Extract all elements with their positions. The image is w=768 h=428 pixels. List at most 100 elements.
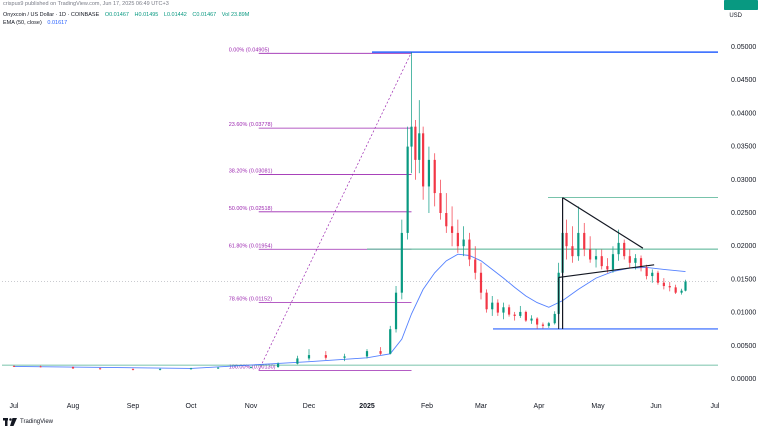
y-tick-label: 0.03000 <box>731 177 756 184</box>
y-tick-label: 0.00000 <box>731 376 756 383</box>
x-tick-label: Mar <box>475 403 488 410</box>
candle-body <box>296 358 299 364</box>
y-tick-label: 0.05000 <box>731 44 756 51</box>
candle-body <box>158 369 162 370</box>
candle-body <box>583 232 586 250</box>
candle-body <box>589 249 592 260</box>
x-tick-label: Jul <box>10 403 19 410</box>
x-tick-label: 2025 <box>359 403 375 410</box>
candle-body <box>276 363 280 368</box>
symbol-title[interactable]: Onyxcoin / US Dollar · 1D · COINBASE <box>3 12 100 18</box>
triangle-upper-line <box>562 197 644 249</box>
candle-body <box>519 311 522 316</box>
candle-body <box>414 126 417 160</box>
candle-body <box>406 146 409 233</box>
candle-body <box>634 258 637 263</box>
footer-brand-text: TradingView <box>20 419 54 425</box>
x-tick-label: Dec <box>303 403 316 410</box>
candle-body <box>662 282 665 287</box>
y-tick-label: 0.01000 <box>731 310 756 317</box>
y-tick-label: 0.01500 <box>731 276 756 283</box>
ema-label[interactable]: EMA (50, close) <box>3 20 42 26</box>
candle-body <box>307 355 311 359</box>
candle-body <box>600 256 603 267</box>
close-value: C0.01467 <box>192 12 217 18</box>
triangle-lower-line <box>558 264 655 279</box>
y-tick-label: 0.04500 <box>731 77 756 84</box>
fib-level-label: 23.60% (0.03778) <box>229 122 273 128</box>
candle-body <box>249 367 253 368</box>
x-tick-label: Sep <box>127 403 140 410</box>
currency-label[interactable]: USD <box>729 13 742 19</box>
high-value: H0.01495 <box>134 12 159 18</box>
y-tick-label: 0.03500 <box>731 144 756 151</box>
candle-body <box>577 232 580 257</box>
candle-body <box>565 232 568 247</box>
candle-body <box>71 367 75 369</box>
candle-body <box>400 232 403 293</box>
footer-brand[interactable]: TradingView <box>3 418 53 426</box>
candle-body <box>98 368 102 370</box>
candle-body <box>12 366 16 367</box>
candle-body <box>485 292 488 310</box>
low-value: L0.01442 <box>163 12 187 18</box>
candle-body <box>617 242 620 255</box>
candle-body <box>39 366 42 368</box>
candle-body <box>439 193 442 213</box>
candle-body <box>462 239 465 247</box>
candle-body <box>524 311 528 321</box>
candle-body <box>571 246 574 257</box>
candle-body <box>445 213 448 227</box>
candle-body <box>645 267 648 277</box>
open-value: O0.01467 <box>104 12 129 18</box>
candle-body <box>433 159 436 194</box>
candle-body <box>479 272 483 293</box>
x-tick-label: Aug <box>67 403 80 410</box>
candle-body <box>668 286 671 288</box>
price-label-text: 0.00209 <box>727 0 752 2</box>
candle-body <box>656 272 660 283</box>
candle-body <box>418 133 421 160</box>
candle-body <box>553 313 556 324</box>
fib-level-label: 0.00% (0.04905) <box>229 47 270 53</box>
symbol-legend: Onyxcoin / US Dollar · 1D · COINBASE O0.… <box>3 12 253 18</box>
y-tick-label: 0.02500 <box>731 210 756 217</box>
candle-body <box>623 242 626 257</box>
candle-body <box>639 258 643 268</box>
ema-line <box>13 253 686 369</box>
candle-body <box>427 159 431 187</box>
candle-body <box>189 368 193 370</box>
ema-legend: EMA (50, close) 0.01617 <box>3 20 71 26</box>
candle-body <box>389 329 392 354</box>
candle-body <box>674 287 677 293</box>
fib-level-label: 100.00% (0.00130) <box>229 364 276 370</box>
candle-body <box>131 369 135 370</box>
candle-body <box>343 356 346 358</box>
y-tick-label: 0.00500 <box>731 343 756 350</box>
candle-body <box>536 318 539 325</box>
candle-body <box>507 307 511 315</box>
fib-trend-line <box>258 51 412 371</box>
candle-body <box>394 292 398 330</box>
candle-body <box>324 355 327 358</box>
fib-level-label: 78.60% (0.01152) <box>229 297 272 303</box>
fib-level-label: 38.20% (0.03081) <box>229 168 273 174</box>
candle-body <box>450 226 454 233</box>
ema-value: 0.01617 <box>47 20 68 26</box>
candle-body <box>594 256 598 260</box>
fib-level-label: 50.00% (0.02518) <box>229 206 273 212</box>
y-tick-label: 0.02000 <box>731 243 756 250</box>
volume-value: Vol 23.89M <box>221 12 250 18</box>
candle-body <box>468 239 471 260</box>
x-tick-label: Jul <box>711 403 720 410</box>
candle-body <box>684 281 687 291</box>
candle-body <box>422 133 425 187</box>
candle-body <box>513 314 516 316</box>
candle-body <box>365 351 369 357</box>
y-tick-label: 0.04000 <box>731 110 756 117</box>
candle-body <box>680 290 683 293</box>
candle-body <box>611 254 615 270</box>
candle-body <box>474 259 477 273</box>
x-tick-label: Oct <box>186 403 197 410</box>
